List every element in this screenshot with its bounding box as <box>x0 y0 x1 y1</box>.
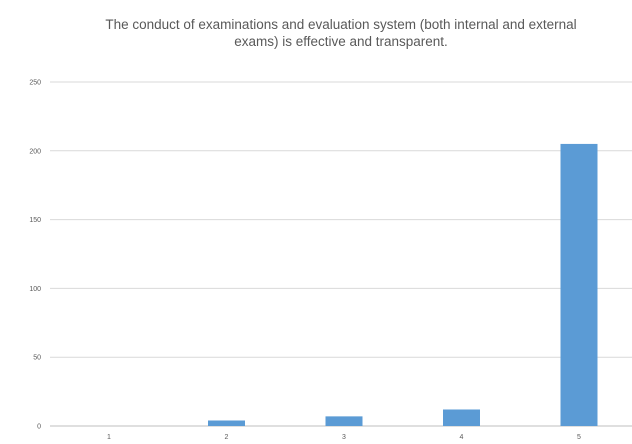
x-tick-label: 1 <box>107 434 111 441</box>
x-tick-label: 5 <box>577 434 581 441</box>
bar-3 <box>325 416 363 426</box>
y-tick-label: 0 <box>37 424 41 431</box>
gridlines <box>50 81 632 427</box>
y-tick-label: 200 <box>29 148 41 155</box>
y-tick-label: 150 <box>29 217 41 224</box>
bar-5 <box>560 143 598 427</box>
bar-2 <box>208 420 245 426</box>
chart-title: The conduct of examinations and evaluati… <box>105 17 576 49</box>
x-axis-tick-labels: 1 2 3 4 5 <box>107 434 581 441</box>
y-axis-tick-labels: 0 50 100 150 200 250 <box>29 80 41 431</box>
y-tick-label: 50 <box>33 355 41 362</box>
x-tick-label: 3 <box>342 434 346 441</box>
y-tick-label: 100 <box>29 286 41 293</box>
chart-title-line-2: exams) is effective and transparent. <box>234 34 448 49</box>
bar-4 <box>443 409 480 426</box>
chart-title-line-1: The conduct of examinations and evaluati… <box>105 17 576 32</box>
x-tick-label: 2 <box>225 434 229 441</box>
y-tick-label: 250 <box>29 80 41 87</box>
bars <box>208 143 598 427</box>
x-tick-label: 4 <box>460 434 464 441</box>
